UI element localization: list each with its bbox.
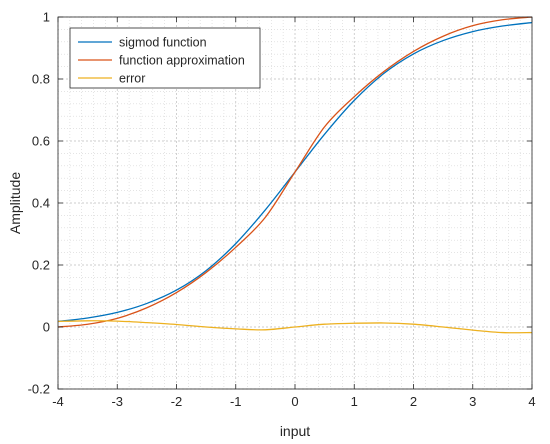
y-tick-label: -0.2 — [28, 382, 50, 397]
x-tick-label: -4 — [52, 394, 64, 409]
series-line-function-approximation — [57, 16, 533, 328]
legend-label-error: error — [119, 72, 145, 86]
y-tick-label: 1 — [43, 10, 50, 25]
y-axis-label: Amplitude — [7, 172, 23, 234]
y-tick-label: 0.8 — [32, 72, 50, 87]
series-line-error — [57, 320, 533, 334]
y-tick-label: 0 — [43, 320, 50, 335]
legend: sigmod function function approximation err… — [69, 27, 261, 89]
x-tick-label: 2 — [410, 394, 417, 409]
legend-label-function-approximation: function approximation — [119, 54, 245, 68]
x-tick-label: 0 — [291, 394, 298, 409]
y-tick-labels: -0.2 0 0.2 0.4 0.6 0.8 1 — [28, 10, 50, 397]
series-layer — [57, 16, 533, 334]
x-tick-labels: -4 -3 -2 -1 0 1 2 3 4 — [52, 394, 535, 409]
x-tick-label: 1 — [351, 394, 358, 409]
y-tick-label: 0.2 — [32, 258, 50, 273]
x-axis-label: input — [280, 423, 310, 439]
tick-marks — [57, 16, 533, 390]
x-tick-label: -1 — [230, 394, 242, 409]
x-tick-label: 3 — [469, 394, 476, 409]
x-tick-label: 4 — [528, 394, 535, 409]
x-tick-label: -2 — [171, 394, 183, 409]
legend-label-sigmod-function: sigmod function — [119, 36, 207, 50]
y-tick-label: 0.4 — [32, 196, 50, 211]
x-tick-label: -3 — [111, 394, 123, 409]
y-tick-label: 0.6 — [32, 134, 50, 149]
